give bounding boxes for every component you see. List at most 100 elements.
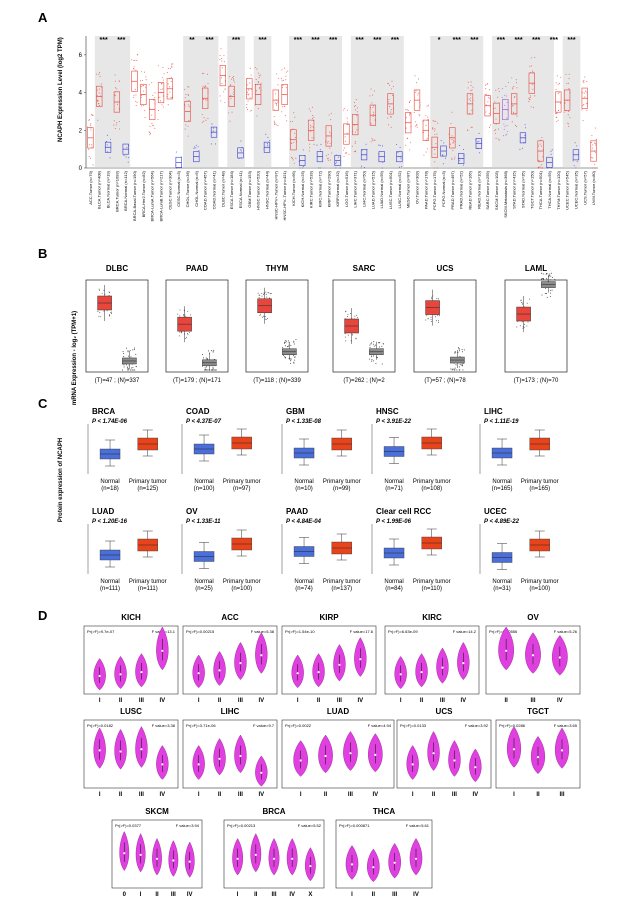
c-normal-label: Normal: [384, 479, 403, 485]
a-point: [269, 140, 271, 142]
a-sig-band: [509, 36, 528, 168]
c-tumor-label: Primary tumor: [223, 579, 261, 585]
b-point: [293, 361, 295, 363]
a-point: [250, 74, 252, 76]
b-point: [129, 350, 131, 352]
a-category-label: LUAD.Tumor (n=515): [370, 170, 375, 209]
b-point: [524, 323, 526, 325]
b-point: [542, 277, 544, 279]
b-point: [369, 347, 371, 349]
d-median-point: [260, 771, 263, 774]
a-category-label: PCPG.Normal (n=3): [441, 170, 446, 207]
a-point: [133, 95, 135, 97]
b-point: [516, 326, 518, 328]
b-point: [431, 296, 433, 298]
a-point: [308, 150, 310, 152]
b-caption: (T)=173 ; (N)=70: [514, 378, 559, 384]
a-point: [583, 92, 585, 94]
b-point: [379, 342, 381, 344]
a-point: [149, 125, 151, 127]
a-point: [495, 118, 497, 120]
a-point: [478, 152, 480, 154]
b-point: [186, 336, 188, 338]
a-point: [157, 65, 159, 67]
d-pr: Pr(>F)=3.71e-06: [186, 723, 216, 728]
d-frame: [83, 719, 179, 789]
a-point: [567, 110, 570, 112]
a-point: [143, 104, 145, 106]
a-point: [566, 82, 568, 84]
c-tumor-count: (n=110): [422, 586, 442, 592]
d-stage-label: II: [504, 698, 508, 704]
a-sig-band: [465, 36, 484, 168]
b-point: [459, 364, 461, 366]
a-point: [141, 79, 144, 82]
a-point: [550, 153, 552, 155]
a-point: [542, 167, 544, 169]
d-median-point: [123, 852, 126, 855]
c-tumor-label: Primary tumor: [521, 579, 559, 585]
b-point: [551, 277, 553, 279]
a-point: [211, 123, 213, 125]
a-point: [512, 111, 515, 113]
a-point: [154, 127, 156, 129]
d-title: LUSC: [120, 707, 142, 716]
a-point: [434, 133, 436, 136]
a-point: [432, 120, 434, 122]
b-point: [259, 294, 261, 296]
a-point: [344, 140, 346, 142]
a-point: [90, 123, 92, 125]
c-tumor-count: (n=165): [529, 486, 550, 492]
a-point: [355, 109, 357, 111]
a-point: [356, 111, 358, 113]
c-tumor-label: Primary tumor: [413, 579, 451, 585]
a-point: [478, 132, 480, 135]
b-point: [130, 369, 132, 371]
a-point: [256, 115, 258, 117]
b-point: [526, 325, 528, 327]
a-point: [450, 143, 452, 145]
b-point: [205, 357, 207, 359]
d-stage-label: II: [420, 698, 424, 704]
a-point: [220, 48, 222, 50]
a-point: [187, 125, 189, 127]
d-title: THCA: [373, 807, 395, 816]
b-point: [435, 320, 437, 322]
a-point: [342, 149, 345, 151]
a-point: [311, 126, 313, 128]
a-point: [416, 124, 418, 126]
a-point: [453, 139, 455, 141]
b-point: [204, 369, 206, 371]
a-point: [514, 124, 517, 126]
a-point: [250, 109, 252, 112]
b-point: [261, 295, 263, 297]
a-category-label: COAD.Tumor (n=457): [203, 170, 208, 210]
d-stage-label: II: [155, 892, 159, 898]
a-point: [134, 88, 136, 90]
a-point: [95, 73, 98, 75]
d-pr: Pr(>F)=0.0286: [499, 723, 526, 728]
c-normal-count: (n=74): [295, 586, 313, 592]
b-point: [123, 353, 125, 355]
b-point: [546, 279, 548, 281]
a-point: [240, 149, 242, 151]
a-point: [285, 87, 287, 89]
b-point: [130, 356, 132, 358]
a-point: [369, 95, 371, 97]
a-point: [221, 60, 223, 62]
d-stage-label: IV: [258, 792, 264, 798]
d-title: SKCM: [145, 807, 169, 816]
b-point: [103, 310, 105, 312]
b-point: [210, 369, 212, 371]
b-title: UCS: [437, 264, 455, 273]
c-title: GBM: [286, 407, 305, 416]
d-stage-label: II: [372, 892, 376, 898]
a-point: [495, 137, 497, 139]
c-tumor-count: (n=99): [333, 486, 351, 492]
a-significance: ***: [532, 37, 540, 44]
a-point: [337, 156, 340, 158]
b-point: [128, 368, 130, 370]
a-category-label: HNSC-HPV+.Tumor (n=97): [273, 170, 278, 219]
a-point: [113, 120, 115, 122]
b-point: [545, 293, 547, 295]
